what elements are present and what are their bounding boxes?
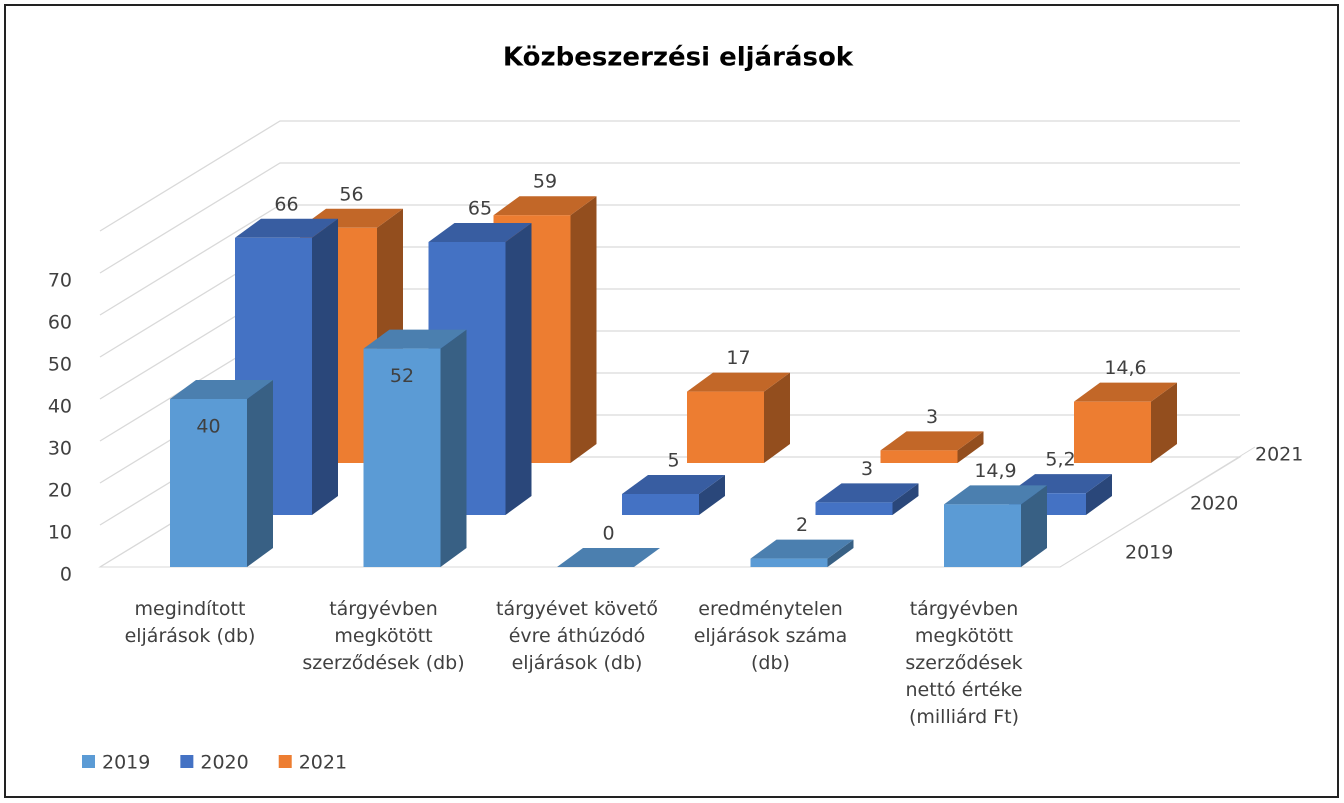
x-tick-label: tárgyévben megkötött szerződések nettó é… (905, 598, 1023, 728)
bar (557, 548, 660, 567)
bar-side (1086, 474, 1112, 515)
value-label: 5,2 (1045, 449, 1075, 471)
bar-top (880, 431, 984, 451)
y-tick-label: 50 (48, 354, 72, 376)
legend-label: 2020 (200, 752, 248, 774)
value-label: 14,6 (1104, 357, 1146, 379)
y-tick-label: 0 (60, 564, 72, 586)
bar (622, 475, 725, 515)
bar-front (944, 504, 1021, 567)
y-tick-label: 20 (48, 480, 72, 502)
bar-top (750, 539, 854, 559)
depth-label: 2019 (1125, 542, 1173, 564)
bar-side (827, 539, 854, 567)
bar (880, 431, 984, 463)
depth-label: 2021 (1255, 444, 1303, 466)
value-label: 14,9 (974, 460, 1016, 482)
bar-front (687, 391, 764, 463)
bar-top (170, 380, 273, 399)
y-tick-label: 70 (48, 270, 72, 292)
bar-side (505, 223, 532, 515)
value-label: 17 (726, 347, 750, 369)
x-tick-label: tárgyévet követő évre áthúzódó eljárások… (496, 598, 658, 674)
bar-top (493, 196, 597, 216)
floor-right-edge (1059, 446, 1256, 568)
bar (687, 372, 790, 463)
legend-swatch (180, 755, 194, 768)
bar-top (687, 372, 790, 392)
y-tick-label: 40 (48, 396, 72, 418)
y-tick-label: 30 (48, 438, 72, 460)
value-label: 65 (468, 198, 492, 220)
value-label: 3 (861, 458, 873, 480)
bar (363, 329, 467, 567)
depth-label: 2020 (1190, 493, 1238, 515)
wall-edge (99, 120, 1240, 232)
bar-side (440, 329, 467, 567)
x-tick-label: tárgyévben megkötött szerződések (db) (302, 598, 465, 674)
bar-top (363, 329, 467, 349)
bar-side (1151, 382, 1177, 463)
legend-swatch (278, 755, 292, 768)
value-label: 5 (667, 450, 679, 472)
bar-front (1074, 401, 1151, 463)
x-tick-label: eredménytelen eljárások száma (db) (693, 598, 848, 674)
bar-side (892, 483, 919, 515)
value-label: 2 (796, 514, 808, 536)
y-tick-label: 60 (48, 312, 72, 334)
chart-title: Közbeszerzési eljárások (503, 43, 854, 73)
bar-front (622, 494, 699, 515)
value-label: 59 (533, 171, 557, 193)
bar (170, 380, 273, 567)
bar (750, 539, 854, 567)
bar-front (815, 502, 893, 515)
value-label: 66 (274, 193, 298, 215)
bar (944, 485, 1047, 567)
grid-line (99, 204, 1240, 316)
bar (1074, 382, 1177, 463)
bar-front (363, 348, 441, 567)
bar-top (944, 485, 1047, 505)
bar-side (699, 475, 725, 515)
bar-top (815, 483, 919, 503)
bar (493, 196, 597, 463)
bar-top (235, 218, 338, 238)
bar-front (750, 558, 828, 567)
value-label: 0 (602, 523, 614, 545)
y-tick-label: 10 (48, 522, 72, 544)
bar (815, 483, 919, 515)
bar-top (428, 223, 532, 242)
bar-front (170, 399, 247, 567)
value-label: 40 (196, 416, 220, 438)
bar-side (764, 372, 790, 463)
bar-side (570, 196, 597, 463)
grid-line (99, 162, 1240, 274)
legend-label: 2019 (102, 752, 150, 774)
bar-side (957, 431, 984, 463)
bar-side (1021, 485, 1047, 567)
value-label: 52 (390, 365, 414, 387)
bar-side (312, 218, 338, 516)
value-label: 3 (926, 406, 938, 428)
bar-top (1074, 382, 1177, 402)
bar-top (622, 475, 725, 494)
value-label: 56 (339, 183, 363, 205)
legend-swatch (82, 755, 95, 768)
x-tick-label: megindított eljárások (db) (124, 598, 256, 647)
bar-front (880, 450, 958, 463)
bar-top (557, 548, 660, 567)
bar-side (247, 380, 273, 567)
legend-label: 2021 (299, 752, 347, 774)
